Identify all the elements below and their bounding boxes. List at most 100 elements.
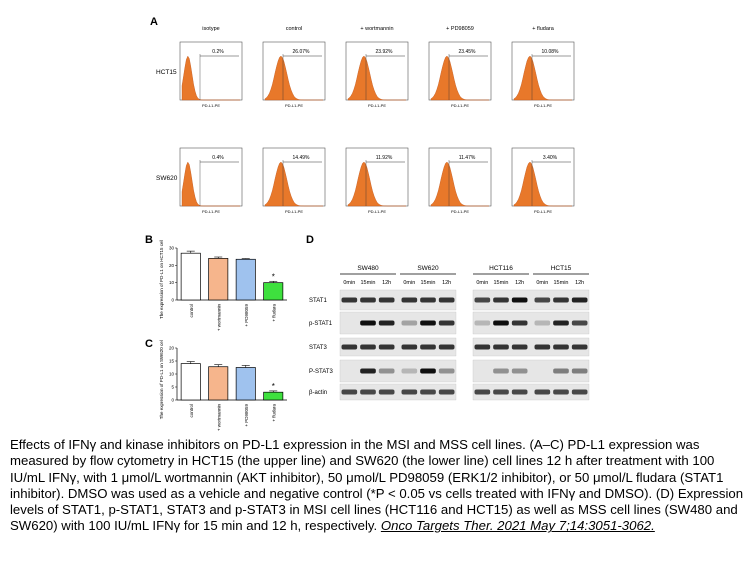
x-tick-label: + PD98059 [244, 404, 249, 427]
axis-label: PD-L1-PE [534, 103, 552, 108]
histogram-fill [347, 55, 406, 101]
protein-band [401, 320, 418, 326]
protein-band [553, 389, 569, 395]
bar [208, 258, 229, 301]
histogram-plot: 0.4% PD-L1-PE [179, 147, 243, 214]
axis-label: PD-L1-PE [534, 209, 552, 214]
y-tick-label: 5 [171, 385, 174, 390]
y-axis-label: The expression of PD-L1 on SW620 cells (… [159, 340, 164, 419]
axis-label: PD-L1-PE [368, 103, 386, 108]
protein-band [378, 389, 395, 395]
lane-label: 15min [421, 280, 436, 286]
panel-label-d: D [306, 234, 314, 246]
caption-citation: Onco Targets Ther. 2021 May 7;14:3051-30… [380, 518, 655, 534]
lane-label: 0min [476, 280, 488, 286]
significance-mark: * [272, 382, 275, 391]
bar [235, 367, 256, 401]
gate-percent: 14.49% [293, 155, 311, 161]
histogram-plot: 10.08% PD-L1-PE [511, 41, 575, 108]
protein-band [511, 344, 528, 350]
protein-band [571, 389, 588, 395]
bar [180, 363, 201, 401]
lane-label: 0min [343, 280, 355, 286]
gate-percent: 0.4% [212, 155, 224, 161]
y-tick-label: 0 [171, 298, 174, 303]
gate-percent: 23.45% [459, 49, 477, 55]
protein-band [474, 344, 491, 350]
lane-label: 0min [403, 280, 415, 286]
protein-band [438, 368, 455, 374]
histogram-fill [347, 161, 406, 207]
protein-band [553, 320, 569, 326]
flow-column-label: + fludara [532, 26, 554, 32]
protein-band [553, 297, 569, 303]
protein-band [534, 389, 551, 395]
axis-label: PD-L1-PE [368, 209, 386, 214]
bar-chart-hct15: 0 10 20 30 The expression of PD-L1 on HCT15 … [159, 240, 287, 331]
protein-band [493, 389, 509, 395]
x-tick-label: control [189, 304, 194, 318]
axis-label: PD-L1-PE [451, 209, 469, 214]
lane-label: 15min [361, 280, 376, 286]
histogram-plot: 23.45% PD-L1-PE [428, 41, 492, 108]
figure: A B C D isotype control + wortmannin + PD98… [145, 16, 590, 431]
protein-band [474, 389, 491, 395]
gate-percent: 11.92% [376, 155, 393, 161]
lane-label: 0min [536, 280, 548, 286]
gate-percent: 11.47% [459, 155, 476, 161]
y-tick-label: 30 [169, 246, 175, 251]
protein-band [534, 297, 551, 303]
protein-band [378, 320, 395, 326]
protein-band [420, 368, 436, 374]
y-tick-label: 20 [169, 263, 175, 268]
histogram-plot: 14.49% PD-L1-PE [262, 147, 326, 214]
protein-band [474, 297, 491, 303]
flow-column-label: control [286, 26, 303, 32]
protein-band [571, 320, 588, 326]
bar [235, 258, 256, 301]
protein-band [493, 344, 509, 350]
y-tick-label: 10 [169, 372, 175, 377]
y-tick-label: 0 [171, 398, 174, 403]
protein-band [360, 297, 376, 303]
flow-column-label: + wortmannin [360, 26, 393, 32]
protein-band [420, 320, 436, 326]
histogram-plot: 0.2% PD-L1-PE [179, 41, 243, 108]
histogram-fill [181, 161, 240, 207]
protein-band [341, 297, 358, 303]
protein-band [438, 297, 455, 303]
bar [208, 366, 229, 401]
lane-label: 15min [554, 280, 569, 286]
histogram-fill [264, 161, 323, 207]
panel-label-b: B [145, 234, 153, 246]
histogram-plot: 3.40% PD-L1-PE [511, 147, 575, 214]
protein-band [420, 389, 436, 395]
significance-mark: * [272, 272, 275, 281]
flow-column-label: isotype [202, 26, 219, 32]
western-blot-panel: SW480 0min 15min 12h SW620 0min 15min 12h HCT116… [309, 265, 590, 401]
protein-band [360, 344, 376, 350]
y-axis-label: The expression of PD-L1 on HCT15 cells (… [159, 240, 164, 319]
group-label: HCT116 [489, 265, 513, 272]
gate-percent: 0.2% [212, 49, 224, 55]
blot-strip [472, 359, 590, 383]
histogram-fill [513, 55, 572, 101]
protein-band [401, 389, 418, 395]
axis-label: PD-L1-PE [285, 103, 303, 108]
histogram-plot: 26.07% PD-L1-PE [262, 41, 326, 108]
bar [263, 391, 284, 401]
histogram-fill [181, 55, 240, 101]
lane-label: 12h [575, 280, 584, 286]
bar-chart-sw620: 0 5 10 15 20 The expression of PD-L1 on SW620… [159, 340, 287, 431]
protein-band [511, 368, 528, 374]
blot-strip [339, 289, 457, 311]
protein-band [378, 344, 395, 350]
histogram-fill [513, 161, 572, 207]
group-label: HCT15 [551, 265, 572, 272]
panel-label-c: C [145, 338, 153, 350]
protein-band [360, 389, 376, 395]
protein-band [420, 297, 436, 303]
axis-label: PD-L1-PE [202, 209, 220, 214]
y-tick-label: 20 [169, 346, 175, 351]
x-tick-label: + PD98059 [244, 304, 249, 327]
